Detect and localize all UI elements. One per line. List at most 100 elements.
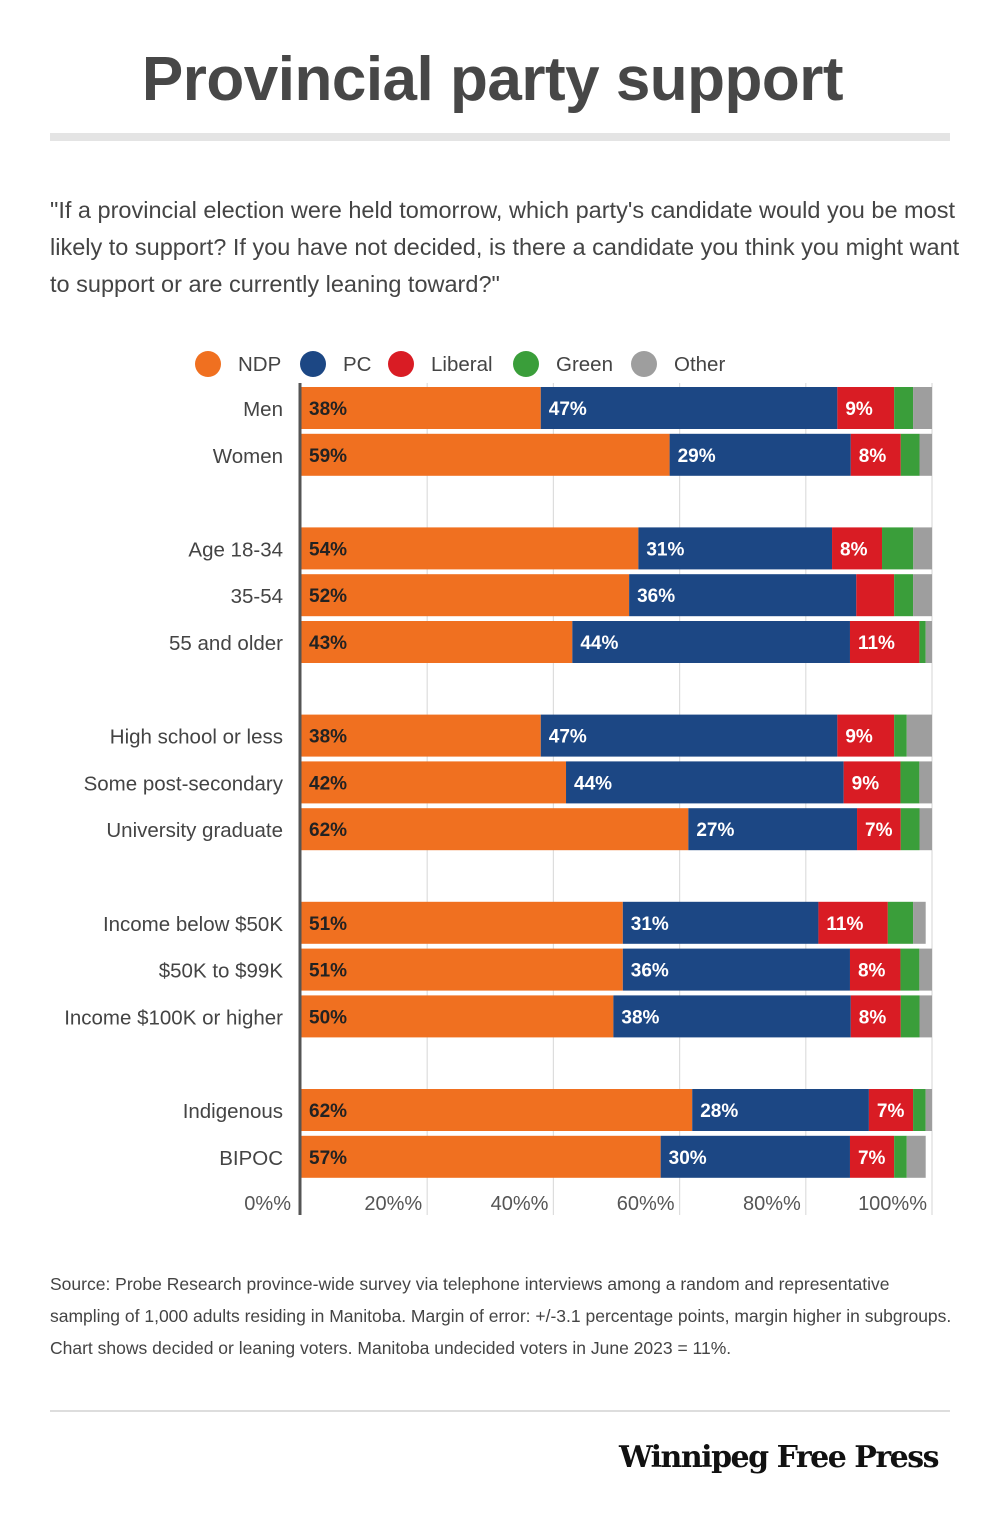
data-label-pc: 31% bbox=[631, 914, 669, 935]
bar-segment-ndp bbox=[301, 714, 541, 757]
bar-row: 51% 31% 11% bbox=[301, 901, 926, 944]
data-label-pc: 36% bbox=[631, 961, 669, 982]
category-label: Men bbox=[243, 398, 283, 421]
data-label-liberal: 7% bbox=[858, 1148, 886, 1169]
bar-segment-pc bbox=[622, 948, 850, 991]
bar-segment-pc bbox=[622, 901, 819, 944]
title-divider bbox=[50, 133, 950, 141]
x-tick-label: 60%% bbox=[617, 1193, 675, 1215]
data-label-liberal: 7% bbox=[865, 820, 893, 841]
bar-row: 57% 30% 7% bbox=[301, 1135, 926, 1178]
bar-segment-green bbox=[887, 901, 914, 944]
bar-segment-green bbox=[882, 527, 914, 570]
x-tick-label: 20%% bbox=[364, 1193, 422, 1215]
x-tick-label: 80%% bbox=[743, 1193, 801, 1215]
category-label: 35-54 bbox=[231, 585, 283, 608]
bar-segment-liberal bbox=[850, 995, 901, 1038]
bar-segment-green bbox=[894, 1135, 907, 1178]
bar-segment-other bbox=[913, 574, 932, 617]
bar-segment-ndp bbox=[301, 901, 623, 944]
bar-segment-ndp bbox=[301, 433, 670, 476]
bar-segment-liberal bbox=[832, 527, 883, 570]
bar-row: 42% 44% 9% bbox=[301, 761, 932, 804]
bar-segment-other bbox=[919, 808, 932, 851]
bar-segment-pc bbox=[660, 1135, 850, 1178]
bar-segment-ndp bbox=[301, 527, 639, 570]
data-label-ndp: 62% bbox=[309, 1101, 347, 1122]
bar-segment-ndp bbox=[301, 948, 623, 991]
legend-item-ndp: NDP bbox=[195, 351, 281, 377]
survey-question: "If a provincial election were held tomo… bbox=[50, 197, 960, 297]
bar-segment-other bbox=[906, 714, 932, 757]
x-axis-tick-labels: 0%% 20%% 40%% 60%% 80%% 100%% bbox=[244, 1193, 927, 1215]
bar-segment-other bbox=[919, 995, 932, 1038]
bar-segment-green bbox=[900, 948, 920, 991]
legend-swatch-liberal bbox=[388, 351, 414, 377]
x-tick-label: 40%% bbox=[491, 1193, 549, 1215]
bar-segment-pc bbox=[540, 714, 838, 757]
bar-segment-green bbox=[900, 995, 920, 1038]
data-label-ndp: 50% bbox=[309, 1007, 347, 1028]
bar-row: 50% 38% 8% bbox=[301, 995, 932, 1038]
data-label-pc: 28% bbox=[700, 1101, 738, 1122]
bar-segment-other bbox=[919, 761, 932, 804]
bar-row: 52% 36% bbox=[301, 574, 932, 617]
bar-segment-ndp bbox=[301, 1089, 693, 1131]
brand-logo: Winnipeg Free Press bbox=[619, 1440, 940, 1475]
category-label: University graduate bbox=[106, 819, 283, 842]
data-label-ndp: 59% bbox=[309, 446, 347, 467]
bar-segment-ndp bbox=[301, 574, 630, 617]
bar-segment-green bbox=[894, 714, 907, 757]
bar-segment-other bbox=[919, 948, 932, 991]
data-label-pc: 29% bbox=[678, 446, 716, 467]
bar-segment-green bbox=[894, 387, 914, 429]
bar-segment-green bbox=[894, 574, 914, 617]
bar-row: 38% 47% 9% bbox=[301, 714, 932, 757]
bar-segment-other bbox=[913, 387, 932, 429]
bar-segment-pc bbox=[669, 433, 851, 476]
source-note: Source: Probe Research province-wide sur… bbox=[50, 1274, 952, 1358]
bar-segment-ndp bbox=[301, 1135, 661, 1178]
data-label-ndp: 43% bbox=[309, 633, 347, 654]
bar-segment-pc bbox=[572, 621, 850, 663]
bar-segment-pc bbox=[566, 761, 844, 804]
data-label-liberal: 8% bbox=[859, 1007, 887, 1028]
data-label-ndp: 54% bbox=[309, 539, 347, 560]
data-label-ndp: 51% bbox=[309, 961, 347, 982]
legend-swatch-green bbox=[513, 351, 539, 377]
legend-swatch-other bbox=[631, 351, 657, 377]
legend-label: Other bbox=[674, 353, 725, 376]
category-label: $50K to $99K bbox=[159, 960, 284, 983]
bar-segment-green bbox=[913, 1089, 926, 1131]
category-label: BIPOC bbox=[219, 1147, 283, 1170]
category-label: Income below $50K bbox=[103, 913, 283, 936]
category-labels: Men Women Age 18-34 35-54 55 and older High s… bbox=[64, 398, 284, 1170]
bar-segment-pc bbox=[688, 808, 858, 851]
bar-segment-pc bbox=[692, 1089, 869, 1131]
legend-label: PC bbox=[343, 353, 372, 376]
bar-segment-liberal bbox=[849, 621, 920, 663]
bar-segment-liberal bbox=[837, 714, 895, 757]
bar-row: 62% 27% 7% bbox=[301, 808, 932, 851]
bar-segment-pc bbox=[540, 387, 838, 429]
data-label-ndp: 42% bbox=[309, 773, 347, 794]
data-label-liberal: 9% bbox=[845, 727, 873, 748]
bar-segment-green bbox=[900, 761, 920, 804]
bar-segment-ndp bbox=[301, 621, 573, 663]
legend-label: Green bbox=[556, 353, 613, 376]
bar-segment-ndp bbox=[301, 761, 567, 804]
data-label-ndp: 57% bbox=[309, 1148, 347, 1169]
bar-segment-liberal bbox=[868, 1089, 914, 1131]
bar-segment-liberal bbox=[850, 433, 901, 476]
bar-segment-liberal bbox=[857, 808, 901, 851]
bar-segment-liberal bbox=[843, 761, 901, 804]
bar-segment-pc bbox=[613, 995, 851, 1038]
data-label-pc: 44% bbox=[580, 633, 618, 654]
category-label: High school or less bbox=[110, 726, 283, 749]
bar-row: 54% 31% 8% bbox=[301, 527, 932, 570]
data-label-pc: 47% bbox=[549, 727, 587, 748]
bar-segment-ndp bbox=[301, 995, 614, 1038]
data-label-pc: 38% bbox=[621, 1007, 659, 1028]
category-label: 55 and older bbox=[169, 632, 283, 655]
category-label: Age 18-34 bbox=[188, 538, 283, 561]
